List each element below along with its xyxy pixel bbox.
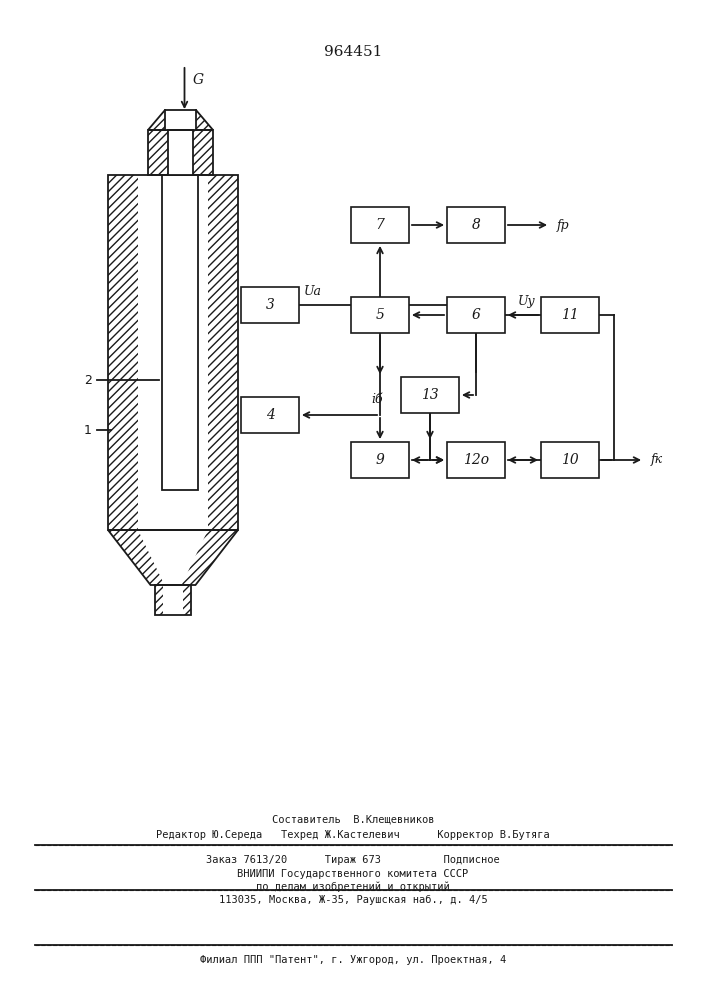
Text: fр: fр <box>557 219 570 232</box>
Bar <box>401 377 459 413</box>
Bar <box>108 175 138 530</box>
Bar <box>447 207 505 243</box>
Bar <box>148 130 213 175</box>
Polygon shape <box>148 110 213 130</box>
Bar <box>155 585 191 615</box>
Bar <box>541 297 599 333</box>
Text: fк: fк <box>651 454 663 466</box>
Text: 6: 6 <box>472 308 481 322</box>
Bar <box>447 297 505 333</box>
Bar <box>155 585 163 615</box>
Bar <box>162 175 198 490</box>
Bar <box>155 585 191 615</box>
Polygon shape <box>165 110 196 130</box>
Text: 8: 8 <box>472 218 481 232</box>
Text: 13: 13 <box>421 388 439 402</box>
Text: 2: 2 <box>84 373 92 386</box>
Bar <box>148 130 168 175</box>
Text: G: G <box>192 73 204 87</box>
Text: 12o: 12o <box>463 453 489 467</box>
Bar <box>241 397 299 433</box>
Text: 3: 3 <box>266 298 274 312</box>
Text: 1: 1 <box>84 424 92 436</box>
Polygon shape <box>108 530 238 585</box>
Bar <box>241 287 299 323</box>
Text: Филиал ППП "Патент", г. Ужгород, ул. Проектная, 4: Филиал ППП "Патент", г. Ужгород, ул. Про… <box>200 955 506 965</box>
Text: 113035, Москва, Ж-35, Раушская наб., д. 4/5: 113035, Москва, Ж-35, Раушская наб., д. … <box>218 895 487 905</box>
Text: Заказ 7613/20      Тираж 673          Подписное: Заказ 7613/20 Тираж 673 Подписное <box>206 855 500 865</box>
Text: 7: 7 <box>375 218 385 232</box>
Bar <box>162 175 198 490</box>
Text: iб: iб <box>371 393 382 406</box>
Text: Редактор Ю.Середа   Техред Ж.Кастелевич      Корректор В.Бутяга: Редактор Ю.Середа Техред Ж.Кастелевич Ко… <box>156 830 550 840</box>
Text: 10: 10 <box>561 453 579 467</box>
Bar <box>168 130 193 175</box>
Bar <box>108 175 238 530</box>
Bar <box>208 175 238 530</box>
Bar <box>168 130 193 175</box>
Text: ВНИИПИ Государственного комитета СССР: ВНИИПИ Государственного комитета СССР <box>238 869 469 879</box>
Bar <box>351 207 409 243</box>
Bar <box>351 442 409 478</box>
Text: 11: 11 <box>561 308 579 322</box>
Text: Uу: Uу <box>518 295 536 308</box>
Text: 964451: 964451 <box>324 45 382 59</box>
Text: Uа: Uа <box>304 285 322 298</box>
Bar <box>193 130 213 175</box>
Bar <box>148 130 213 175</box>
Text: Составитель  В.Клещевников: Составитель В.Клещевников <box>271 815 434 825</box>
Bar <box>541 442 599 478</box>
Text: по делам изобретений и открытий: по делам изобретений и открытий <box>256 882 450 892</box>
Bar <box>108 175 238 530</box>
Text: 4: 4 <box>266 408 274 422</box>
Text: 5: 5 <box>375 308 385 322</box>
Bar <box>351 297 409 333</box>
Bar <box>183 585 191 615</box>
Bar <box>447 442 505 478</box>
Text: 9: 9 <box>375 453 385 467</box>
